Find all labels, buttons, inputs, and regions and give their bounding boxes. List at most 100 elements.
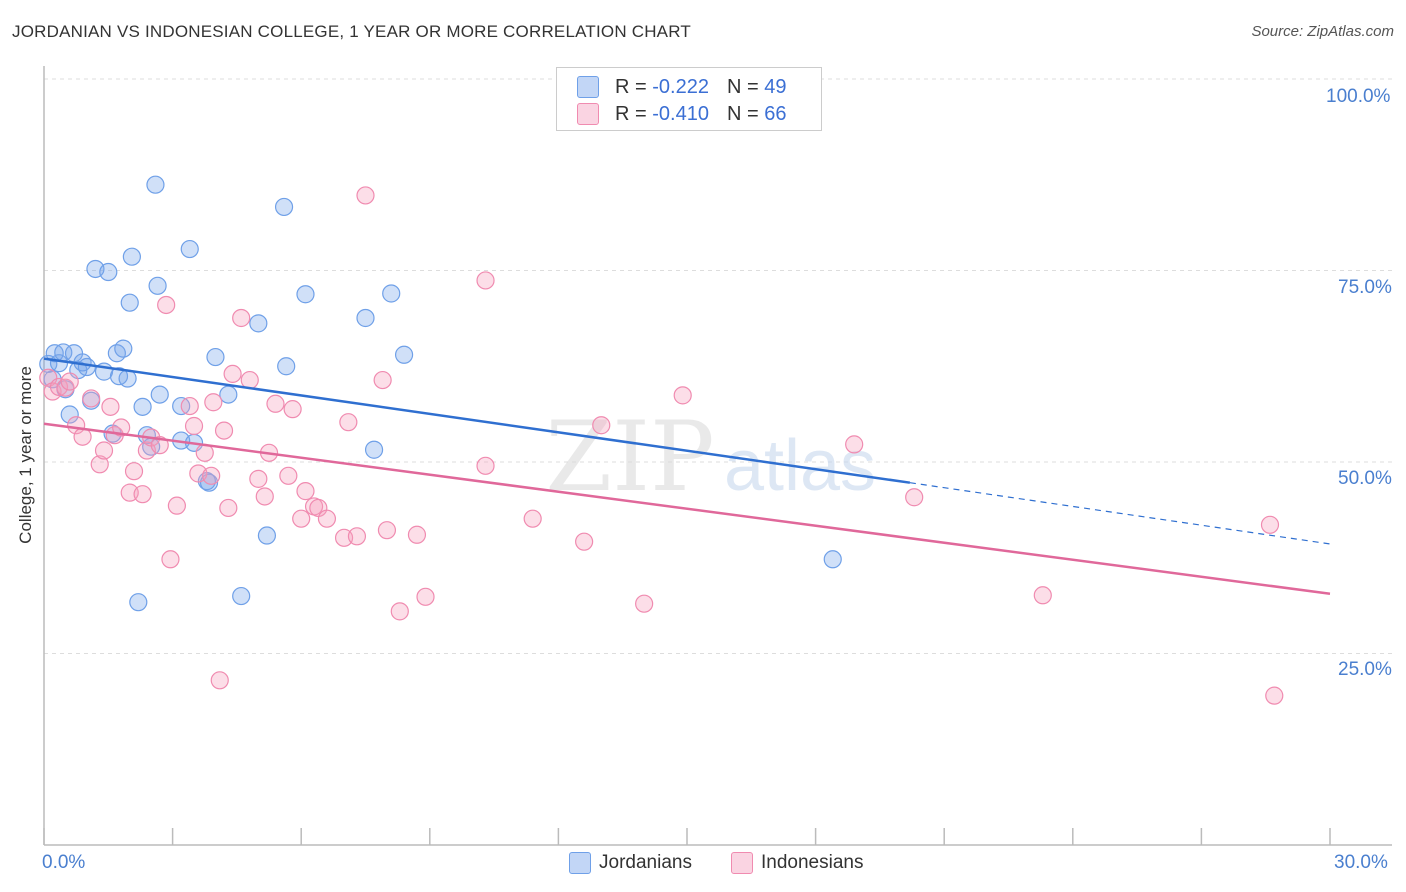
data-point-indonesians	[232, 308, 251, 328]
data-point-indonesians	[575, 532, 594, 551]
data-point-indonesians	[356, 186, 375, 205]
data-point-jordanians	[823, 550, 842, 569]
data-point-indonesians	[219, 498, 238, 518]
trend-line-jordanians-extrapolated	[909, 482, 1331, 545]
data-point-indonesians	[279, 466, 298, 485]
data-point-indonesians	[347, 527, 367, 546]
chart-title: JORDANIAN VS INDONESIAN COLLEGE, 1 YEAR …	[12, 22, 691, 41]
y-tick-label-100: 100.0%	[1326, 86, 1391, 107]
data-points	[39, 175, 1284, 705]
data-point-indonesians	[124, 462, 144, 481]
legend-n-value: 66	[764, 102, 787, 125]
data-point-jordanians	[114, 339, 133, 358]
data-point-indonesians	[339, 413, 358, 432]
legend-swatch-indonesians	[731, 852, 753, 874]
data-point-jordanians	[150, 385, 169, 404]
y-tick-label-25: 25.0%	[1338, 659, 1392, 680]
grid-lines	[44, 78, 1392, 654]
data-point-indonesians	[266, 394, 285, 413]
data-point-indonesians	[296, 482, 315, 501]
legend-item-indonesians: Indonesians	[731, 852, 863, 874]
data-point-indonesians	[377, 521, 397, 540]
data-point-indonesians	[635, 594, 654, 613]
data-point-indonesians	[204, 393, 223, 412]
legend-n-label: N =	[726, 102, 759, 125]
data-point-jordanians	[206, 347, 225, 367]
data-point-indonesians	[90, 455, 109, 474]
data-point-indonesians	[476, 271, 495, 290]
data-point-indonesians	[592, 416, 611, 435]
data-point-indonesians	[407, 525, 427, 544]
data-point-jordanians	[120, 293, 139, 312]
data-point-indonesians	[390, 602, 409, 621]
data-point-indonesians	[1033, 586, 1052, 605]
data-point-jordanians	[146, 175, 165, 194]
data-point-jordanians	[257, 526, 277, 545]
legend-swatch-jordanians	[569, 852, 591, 874]
data-point-jordanians	[133, 397, 152, 416]
data-point-indonesians	[1260, 515, 1280, 534]
legend-r-label: R =	[615, 75, 647, 98]
data-point-indonesians	[292, 509, 311, 528]
data-point-jordanians	[60, 405, 79, 424]
data-point-indonesians	[845, 435, 864, 454]
data-point-indonesians	[283, 400, 302, 419]
data-point-indonesians	[112, 418, 131, 437]
data-point-indonesians	[673, 386, 692, 405]
data-point-jordanians	[180, 239, 199, 259]
data-point-indonesians	[82, 389, 101, 408]
trend-line-indonesians	[43, 422, 1331, 595]
legend-r-value: -0.410	[652, 102, 709, 125]
legend-swatch-jordanians	[577, 76, 599, 98]
data-point-jordanians	[122, 247, 141, 266]
data-point-indonesians	[1265, 686, 1284, 705]
data-point-jordanians	[107, 344, 126, 363]
data-point-jordanians	[277, 357, 296, 376]
axes	[43, 66, 1392, 846]
data-point-indonesians	[476, 456, 495, 475]
data-point-indonesians	[180, 396, 199, 416]
y-tick-label-50: 50.0%	[1338, 468, 1392, 489]
data-point-indonesians	[150, 436, 169, 455]
legend-r-value: -0.222	[652, 75, 709, 98]
data-point-jordanians	[99, 262, 118, 282]
data-point-indonesians	[184, 416, 204, 436]
data-point-indonesians	[373, 370, 392, 390]
legend-swatch-indonesians	[577, 103, 599, 125]
data-point-indonesians	[317, 509, 337, 528]
x-tick-label-max: 30.0%	[1334, 852, 1388, 873]
data-point-indonesians	[416, 587, 435, 606]
data-point-indonesians	[133, 485, 152, 504]
legend-item-jordanians: Jordanians	[569, 852, 692, 874]
legend-row-jordanians: R = -0.222 N = 49	[577, 75, 786, 99]
series-indonesians	[39, 186, 1284, 705]
data-point-jordanians	[296, 285, 315, 304]
data-point-jordanians	[274, 197, 294, 217]
x-tick-label-min: 0.0%	[42, 852, 86, 873]
data-point-indonesians	[161, 550, 180, 569]
data-point-indonesians	[49, 377, 69, 397]
legend-r-label: R =	[615, 102, 647, 125]
data-point-jordanians	[232, 586, 251, 606]
legend-label-indonesians: Indonesians	[761, 852, 864, 873]
data-point-indonesians	[94, 441, 114, 460]
trend-line-jordanians	[43, 357, 911, 484]
series-jordanians	[39, 175, 842, 612]
data-point-jordanians	[394, 345, 414, 364]
y-tick-label-75: 75.0%	[1338, 277, 1392, 298]
data-point-indonesians	[255, 487, 274, 506]
data-point-jordanians	[364, 440, 384, 459]
trend-lines	[43, 357, 1331, 595]
source-label: Source: ZipAtlas.com	[1251, 23, 1394, 40]
legend-row-indonesians: R = -0.410 N = 66	[577, 102, 786, 126]
data-point-indonesians	[523, 509, 542, 528]
legend-n-value: 49	[764, 75, 787, 98]
data-point-jordanians	[356, 308, 375, 328]
watermark-zip: ZIP	[545, 401, 714, 513]
data-point-indonesians	[210, 671, 229, 690]
data-point-indonesians	[214, 421, 234, 440]
data-point-indonesians	[101, 397, 120, 416]
legend-label-jordanians: Jordanians	[599, 852, 692, 873]
data-point-jordanians	[77, 357, 96, 377]
